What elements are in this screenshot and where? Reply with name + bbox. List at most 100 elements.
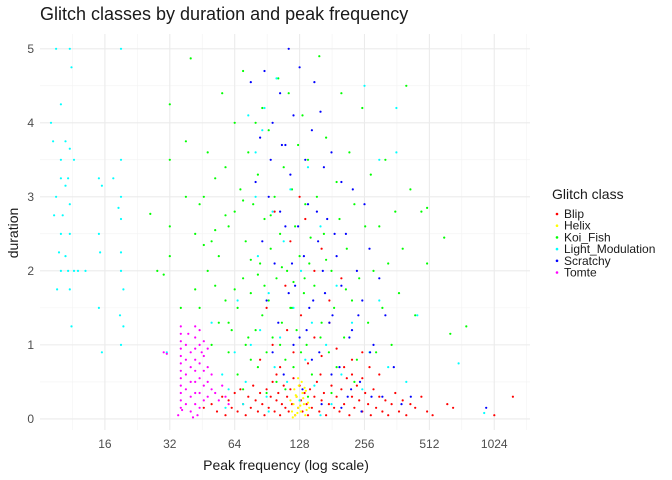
point-koi-fish xyxy=(233,121,236,124)
point-koi-fish xyxy=(381,306,384,309)
point-scratchy xyxy=(315,210,318,213)
point-koi-fish xyxy=(263,284,266,287)
point-koi-fish xyxy=(263,217,266,221)
point-blip xyxy=(252,384,255,387)
point-light-modulation xyxy=(49,121,53,124)
legend-label-koi-fish: Koi_Fish xyxy=(564,230,611,244)
point-scratchy xyxy=(326,217,329,221)
point-blip xyxy=(271,380,274,383)
point-scratchy xyxy=(259,136,262,139)
point-blip xyxy=(394,391,397,395)
point-blip xyxy=(244,414,247,417)
point-koi-fish xyxy=(426,206,429,209)
point-tomte xyxy=(214,391,217,395)
point-scratchy xyxy=(330,151,333,154)
point-light-modulation xyxy=(59,158,63,161)
point-blip xyxy=(254,399,257,402)
point-koi-fish xyxy=(286,269,289,272)
point-light-modulation xyxy=(70,325,73,328)
point-scratchy xyxy=(292,343,295,346)
point-helix xyxy=(297,384,300,387)
point-blip xyxy=(320,247,323,250)
point-scratchy xyxy=(350,329,354,332)
point-light-modulation xyxy=(405,380,408,383)
point-scratchy xyxy=(301,388,304,391)
point-koi-fish xyxy=(256,173,259,176)
point-koi-fish xyxy=(184,140,187,143)
point-blip xyxy=(239,388,242,391)
point-blip xyxy=(286,395,289,398)
point-helix xyxy=(302,403,305,406)
point-blip xyxy=(306,362,310,365)
point-blip xyxy=(358,399,361,402)
point-light-modulation xyxy=(210,321,213,324)
point-koi-fish xyxy=(242,388,245,391)
point-light-modulation xyxy=(53,214,56,217)
point-koi-fish xyxy=(227,351,230,354)
point-koi-fish xyxy=(304,203,307,206)
point-light-modulation xyxy=(57,251,61,254)
point-tomte xyxy=(202,354,205,358)
point-scratchy xyxy=(284,143,287,147)
point-scratchy xyxy=(384,314,387,317)
point-light-modulation xyxy=(271,210,274,213)
point-helix xyxy=(297,377,300,380)
legend-label-light-modulation: Light_Modulation xyxy=(564,242,655,256)
point-scratchy xyxy=(368,247,371,250)
point-koi-fish xyxy=(327,351,330,354)
point-light-modulation xyxy=(335,284,338,287)
point-koi-fish xyxy=(227,225,230,228)
point-blip xyxy=(286,329,289,332)
point-blip xyxy=(313,269,316,272)
point-blip xyxy=(298,195,301,198)
point-light-modulation xyxy=(249,343,252,346)
point-light-modulation xyxy=(68,288,71,291)
point-blip xyxy=(493,414,496,417)
point-light-modulation xyxy=(286,380,289,383)
point-scratchy xyxy=(279,210,282,213)
point-blip xyxy=(409,403,412,406)
point-koi-fish xyxy=(254,329,257,332)
point-light-modulation xyxy=(84,269,87,272)
point-koi-fish xyxy=(369,173,372,176)
point-light-modulation xyxy=(361,388,364,391)
point-scratchy xyxy=(350,388,353,391)
series-light-modulation xyxy=(49,47,486,417)
point-light-modulation xyxy=(64,184,67,187)
point-koi-fish xyxy=(292,366,295,369)
point-light-modulation xyxy=(310,321,313,324)
point-blip xyxy=(355,384,358,387)
point-blip xyxy=(304,217,307,221)
point-blip xyxy=(269,395,272,398)
point-koi-fish xyxy=(355,358,358,361)
point-light-modulation xyxy=(254,195,257,198)
point-light-modulation xyxy=(117,206,120,209)
point-blip xyxy=(305,403,308,406)
point-koi-fish xyxy=(284,388,287,391)
point-koi-fish xyxy=(313,284,316,287)
point-koi-fish xyxy=(275,277,278,280)
point-blip xyxy=(378,373,381,376)
point-blip xyxy=(284,406,287,409)
point-light-modulation xyxy=(100,184,103,187)
point-light-modulation xyxy=(263,106,266,110)
point-scratchy xyxy=(249,81,252,84)
point-scratchy xyxy=(271,121,274,124)
point-scratchy xyxy=(357,314,360,317)
legend-label-scratchy: Scratchy xyxy=(564,254,611,268)
point-tomte xyxy=(179,325,182,328)
legend-key-koi-fish xyxy=(555,236,559,239)
x-axis-title: Peak frequency (log scale) xyxy=(203,457,369,473)
point-blip xyxy=(327,403,330,406)
point-blip xyxy=(279,414,282,417)
point-koi-fish xyxy=(344,288,347,291)
point-koi-fish xyxy=(271,336,274,339)
point-scratchy xyxy=(267,195,270,198)
point-koi-fish xyxy=(292,280,295,284)
point-koi-fish xyxy=(465,325,468,328)
point-light-modulation xyxy=(59,177,63,180)
point-scratchy xyxy=(279,92,282,95)
point-blip xyxy=(338,410,341,413)
point-blip xyxy=(369,414,372,417)
point-helix xyxy=(289,399,292,402)
